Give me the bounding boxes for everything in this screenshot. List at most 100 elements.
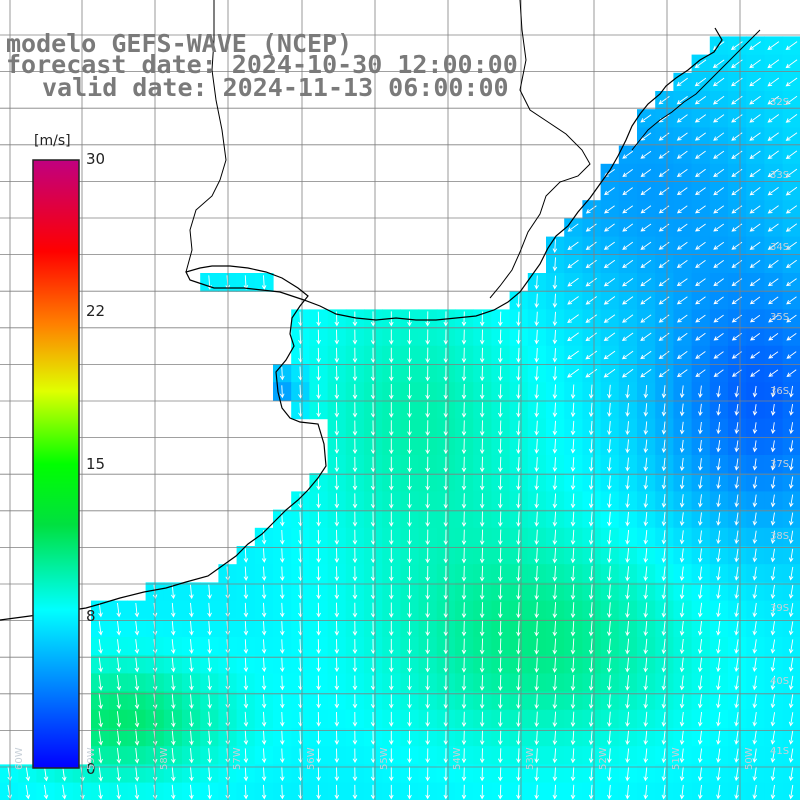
wind-arrow bbox=[516, 784, 521, 800]
wind-arrow bbox=[116, 639, 122, 654]
wind-arrow bbox=[189, 766, 194, 782]
wind-arrow bbox=[731, 77, 743, 87]
wind-arrow bbox=[243, 602, 249, 618]
wind-arrow bbox=[534, 748, 539, 764]
wind-arrow bbox=[25, 766, 31, 782]
wind-arrow bbox=[134, 711, 140, 728]
wind-arrow bbox=[316, 620, 321, 636]
wind-arrow bbox=[625, 511, 630, 527]
wind-arrow bbox=[716, 512, 721, 526]
wind-arrow bbox=[752, 693, 758, 709]
wind-arrow bbox=[603, 296, 616, 305]
wind-arrow bbox=[570, 547, 576, 564]
wind-arrow bbox=[570, 420, 576, 436]
wind-arrow bbox=[407, 511, 412, 527]
wind-arrow bbox=[713, 150, 725, 159]
wind-arrow bbox=[407, 730, 412, 746]
wind-arrow bbox=[585, 368, 598, 378]
wind-arrow bbox=[316, 784, 321, 800]
wind-arrow bbox=[316, 566, 321, 582]
wind-arrow bbox=[261, 584, 267, 600]
wind-arrow bbox=[316, 329, 321, 345]
wind-arrow bbox=[279, 748, 285, 764]
wind-arrow bbox=[334, 602, 340, 618]
wind-arrow bbox=[625, 602, 630, 618]
wind-arrow bbox=[640, 241, 652, 250]
wind-arrow bbox=[461, 547, 467, 564]
wind-arrow bbox=[643, 421, 649, 435]
wind-arrow bbox=[171, 747, 176, 764]
wind-arrow bbox=[640, 223, 652, 232]
wind-arrow bbox=[752, 548, 758, 563]
wind-arrow bbox=[625, 475, 630, 490]
wind-arrow bbox=[479, 729, 485, 746]
wind-arrow bbox=[697, 512, 703, 526]
wind-arrow bbox=[694, 132, 706, 141]
wind-arrow bbox=[334, 493, 340, 509]
wind-arrow bbox=[640, 114, 652, 123]
wind-arrow bbox=[243, 693, 249, 709]
wind-arrow bbox=[697, 693, 703, 709]
wind-arrow bbox=[570, 439, 576, 454]
wind-arrow bbox=[643, 693, 648, 709]
wind-arrow bbox=[316, 384, 321, 400]
wind-arrow bbox=[552, 329, 558, 345]
wind-arrow bbox=[389, 329, 394, 345]
wind-arrow bbox=[679, 730, 685, 745]
wind-arrow bbox=[407, 493, 412, 509]
wind-arrow bbox=[189, 584, 194, 600]
wind-arrow bbox=[603, 278, 616, 287]
wind-arrow bbox=[98, 621, 103, 636]
wind-arrow bbox=[695, 332, 706, 341]
wind-arrow bbox=[334, 766, 340, 782]
wind-arrow bbox=[334, 529, 340, 545]
wind-arrow bbox=[679, 403, 685, 417]
wind-arrow bbox=[588, 457, 594, 472]
wind-arrow bbox=[697, 675, 703, 691]
wind-arrow bbox=[461, 402, 467, 418]
wind-arrow bbox=[697, 657, 703, 673]
wind-arrow bbox=[567, 368, 580, 378]
wind-arrow bbox=[570, 748, 576, 764]
wind-arrow bbox=[516, 493, 521, 509]
wind-arrow bbox=[425, 547, 430, 564]
wind-arrow bbox=[479, 529, 485, 546]
wind-arrow bbox=[788, 458, 794, 471]
wind-arrow bbox=[679, 620, 685, 636]
wind-arrow bbox=[697, 584, 703, 600]
latitude-label: 39S bbox=[770, 603, 790, 614]
wind-arrow bbox=[749, 187, 761, 196]
wind-arrow bbox=[731, 59, 743, 69]
wind-arrow bbox=[570, 784, 576, 800]
wind-arrow bbox=[588, 748, 594, 764]
wind-arrow bbox=[443, 365, 449, 382]
wind-arrow bbox=[370, 547, 376, 564]
wind-arrow bbox=[352, 511, 358, 527]
wind-arrow bbox=[658, 314, 670, 323]
wind-arrow bbox=[785, 77, 798, 87]
wind-arrow bbox=[334, 748, 340, 764]
wind-arrow bbox=[676, 169, 688, 177]
wind-arrow bbox=[697, 602, 703, 618]
wind-arrow bbox=[621, 350, 634, 360]
wind-arrow bbox=[788, 693, 794, 709]
wind-arrow bbox=[622, 296, 634, 305]
wind-arrow bbox=[676, 351, 688, 359]
wind-arrow bbox=[516, 475, 521, 491]
wind-arrow bbox=[370, 402, 376, 418]
wind-arrow bbox=[749, 150, 761, 159]
wind-arrow bbox=[243, 639, 249, 654]
wind-arrow bbox=[697, 730, 703, 745]
wind-arrow bbox=[352, 475, 358, 491]
wind-arrow bbox=[516, 638, 521, 655]
wind-arrow bbox=[479, 784, 485, 800]
wind-arrow bbox=[643, 530, 649, 545]
wind-arrow bbox=[658, 369, 670, 378]
wind-arrow bbox=[640, 187, 652, 196]
wind-arrow bbox=[552, 348, 558, 363]
wind-arrow bbox=[749, 241, 761, 250]
wind-arrow bbox=[661, 675, 667, 691]
wind-arrow bbox=[785, 223, 798, 232]
wind-arrow bbox=[425, 766, 430, 782]
wind-arrow bbox=[497, 674, 503, 691]
